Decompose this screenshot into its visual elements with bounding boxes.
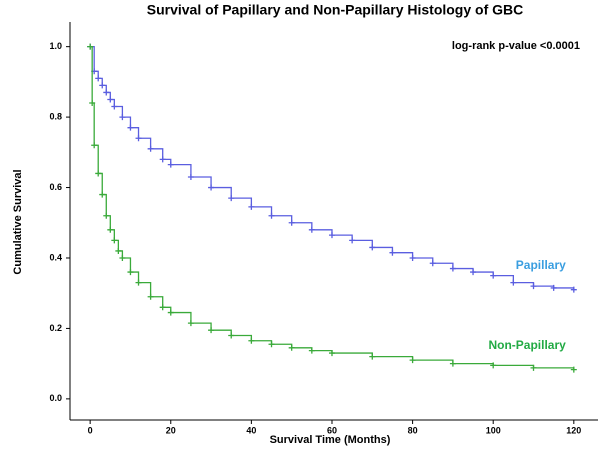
censor-mark [115, 247, 122, 254]
censor-mark [429, 260, 436, 267]
censor-mark [308, 226, 315, 233]
censor-mark [127, 124, 134, 131]
y-tick-label: 1.0 [49, 41, 62, 51]
censor-mark [99, 82, 106, 89]
censor-mark [95, 75, 102, 82]
y-tick-label: 0.6 [49, 182, 62, 192]
censor-mark [159, 156, 166, 163]
censor-mark [107, 226, 114, 233]
chart-title: Survival of Papillary and Non-Papillary … [147, 2, 524, 18]
censor-mark [570, 366, 577, 373]
y-tick-label: 0.0 [49, 393, 62, 403]
survival-curve [90, 46, 575, 290]
censor-mark [208, 184, 215, 191]
x-tick-label: 20 [166, 425, 176, 435]
censor-mark [95, 170, 102, 177]
censor-mark [570, 286, 577, 293]
y-axis-label: Cumulative Survival [12, 169, 24, 274]
annotation: log-rank p-value <0.0001 [452, 40, 580, 52]
censor-mark [135, 279, 142, 286]
x-tick-label: 120 [566, 425, 581, 435]
censor-mark [550, 284, 557, 291]
censor-mark [103, 212, 110, 219]
censor-mark [248, 203, 255, 210]
survival-curve [90, 46, 575, 370]
censor-mark [111, 237, 118, 244]
censor-mark [228, 195, 235, 202]
censor-mark [268, 212, 275, 219]
censor-mark [147, 293, 154, 300]
censor-mark [248, 337, 255, 344]
censor-mark [159, 304, 166, 311]
censor-mark [470, 269, 477, 276]
censor-mark [167, 309, 174, 316]
censor-mark [530, 364, 537, 371]
censor-mark [187, 173, 194, 180]
censor-mark [111, 103, 118, 110]
censor-mark [127, 269, 134, 276]
x-tick-label: 40 [246, 425, 256, 435]
censor-mark [288, 219, 295, 226]
censor-mark [268, 341, 275, 348]
y-tick-label: 0.8 [49, 111, 62, 121]
censor-mark [308, 347, 315, 354]
censor-mark [187, 320, 194, 327]
censor-mark [409, 254, 416, 261]
censor-mark [208, 327, 215, 334]
censor-mark [103, 89, 110, 96]
series-label: Non-Papillary [488, 338, 566, 352]
censor-mark [369, 353, 376, 360]
censor-mark [449, 265, 456, 272]
censor-mark [510, 279, 517, 286]
censor-mark [449, 360, 456, 367]
censor-mark [91, 142, 98, 149]
x-tick-label: 60 [327, 425, 337, 435]
censor-mark [135, 135, 142, 142]
censor-mark [490, 362, 497, 369]
x-axis-label: Survival Time (Months) [270, 434, 391, 446]
censor-mark [119, 114, 126, 121]
censor-mark [119, 254, 126, 261]
censor-mark [349, 237, 356, 244]
censor-mark [228, 332, 235, 339]
censor-mark [530, 283, 537, 290]
censor-mark [328, 232, 335, 239]
censor-mark [288, 344, 295, 351]
censor-mark [369, 244, 376, 251]
censor-mark [167, 161, 174, 168]
censor-mark [490, 272, 497, 279]
censor-mark [328, 350, 335, 357]
censor-mark [147, 145, 154, 152]
x-tick-label: 0 [88, 425, 93, 435]
censor-mark [107, 96, 114, 103]
censor-mark [89, 100, 96, 107]
x-tick-label: 100 [486, 425, 501, 435]
y-tick-label: 0.4 [49, 252, 62, 262]
y-tick-label: 0.2 [49, 323, 62, 333]
censor-mark [87, 43, 94, 50]
x-tick-label: 80 [408, 425, 418, 435]
censor-mark [409, 357, 416, 364]
censor-mark [99, 191, 106, 198]
censor-mark [389, 249, 396, 256]
series-label: Papillary [516, 258, 566, 272]
